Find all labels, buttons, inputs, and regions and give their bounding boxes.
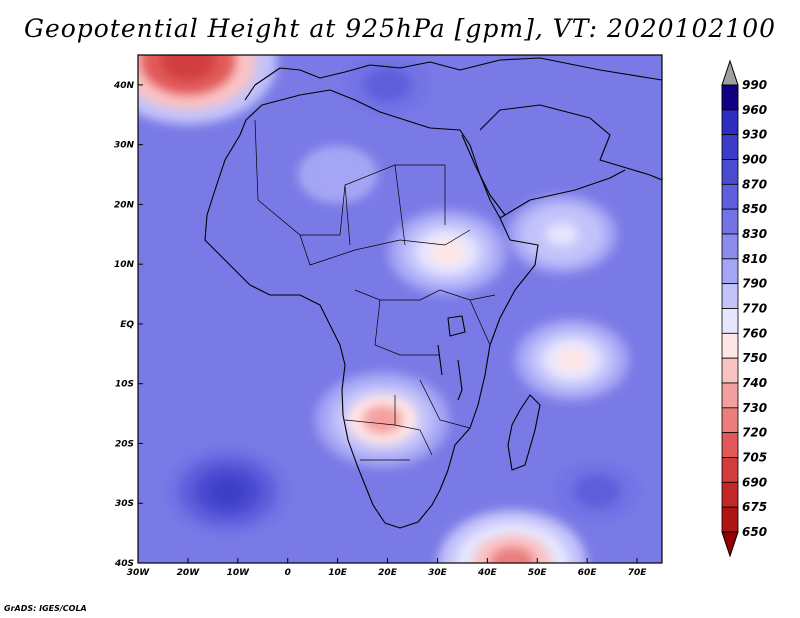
- colorbar-box: [721, 258, 739, 285]
- lat-tick-label: 10S: [115, 380, 134, 390]
- lat-tick-label: 40S: [114, 559, 134, 569]
- lon-tick-label: 70E: [628, 568, 648, 578]
- lat-tick-label: 20N: [114, 200, 135, 210]
- lon-tick-label: 50E: [528, 568, 548, 578]
- colorbar-label: 850: [742, 202, 767, 216]
- field-contour: [161, 55, 215, 81]
- field-contour: [374, 75, 401, 95]
- red-sea: [461, 134, 506, 216]
- colorbar-label: 750: [742, 351, 767, 365]
- colorbar-box: [721, 481, 739, 508]
- colorbar-box: [721, 432, 739, 458]
- field-contour: [583, 481, 611, 501]
- plot-frame: [137, 54, 663, 564]
- colorbar: 990 960 930 900 870 850 830 810 790 770 760 750 740 7…: [721, 59, 767, 558]
- lat-tick-label: 30S: [115, 499, 134, 509]
- lake-malawi: [457, 359, 463, 401]
- colorbar-label: 790: [742, 277, 767, 291]
- colorbar-label: 870: [742, 177, 767, 191]
- field-contour: [555, 347, 590, 373]
- lon-tick-label: 30W: [127, 568, 151, 578]
- colorbar-box: [721, 159, 739, 185]
- colorbar-box: [721, 308, 739, 334]
- colorbar-box: [721, 407, 739, 434]
- colorbar-label: 730: [742, 401, 767, 415]
- colorbar-label: 930: [742, 128, 767, 142]
- arabia: [479, 104, 662, 219]
- colorbar-box: [721, 134, 739, 160]
- africa-coastline: [204, 89, 539, 529]
- colorbar-box: [721, 382, 739, 409]
- lat-tick-label: EQ: [120, 320, 134, 330]
- coastlines: [204, 57, 662, 529]
- lon-tick-label: 20W: [177, 568, 201, 578]
- colorbar-label: 960: [742, 103, 767, 117]
- colorbar-label: 830: [742, 227, 767, 241]
- lon-tick-label: 20E: [378, 568, 398, 578]
- colorbar-label: 675: [742, 500, 767, 514]
- lat-tick-label: 20S: [115, 439, 134, 449]
- lat-tick-label: 10N: [114, 260, 135, 270]
- colorbar-label: 760: [742, 326, 767, 340]
- colorbar-box: [721, 208, 739, 235]
- lake-tanganyika: [437, 344, 443, 376]
- lon-tick-label: 10E: [328, 568, 348, 578]
- colorbar-label: 690: [742, 475, 767, 489]
- colorbar-label: 720: [742, 426, 767, 440]
- axis-ticks: 30W 20W 10W 0 10E 20E 30E 40E 50E 60E 70E 40N 30N 20N…: [113, 81, 647, 578]
- colorbar-label: 740: [742, 376, 767, 390]
- field-contour: [490, 547, 535, 563]
- border-lines: [254, 119, 496, 461]
- colorbar-label: 990: [742, 78, 767, 92]
- map-title: Geopotential Height at 925hPa [gpm], VT:…: [23, 14, 777, 43]
- lon-tick-label: 40E: [477, 568, 498, 578]
- europe-south: [244, 57, 662, 101]
- field-contour: [208, 477, 248, 506]
- colorbar-label: 705: [742, 451, 767, 465]
- borders: [254, 119, 496, 461]
- lon-tick-label: 10W: [227, 568, 251, 578]
- lon-tick-label: 60E: [578, 568, 598, 578]
- colorbar-box: [721, 283, 739, 309]
- colorbar-label: 650: [742, 525, 767, 539]
- field-contour: [545, 222, 579, 246]
- colorbar-box: [721, 84, 739, 111]
- field-contour: [429, 239, 466, 265]
- colorbar-box: [721, 183, 739, 210]
- lat-tick-label: 30N: [114, 141, 135, 151]
- field-contour: [325, 165, 350, 184]
- lat-tick-label: 40N: [113, 81, 135, 91]
- colorbar-box: [721, 357, 739, 384]
- colorbar-box: [721, 457, 739, 483]
- grads-credit: GrADS: IGES/COLA: [4, 604, 87, 613]
- colorbar-box: [721, 506, 739, 533]
- height-field: [138, 55, 642, 563]
- colorbar-label: 770: [742, 302, 767, 316]
- plot-area: [138, 55, 662, 563]
- lake-victoria: [447, 315, 466, 337]
- colorbar-label: 900: [742, 153, 767, 167]
- colorbar-label: 810: [742, 252, 767, 266]
- lon-tick-label: 0: [285, 568, 291, 578]
- colorbar-box: [721, 332, 739, 359]
- colorbar-box: [721, 109, 739, 136]
- colorbar-bottom-arrow: [721, 531, 739, 558]
- madagascar: [507, 394, 541, 471]
- field-contour: [362, 405, 403, 434]
- colorbar-top-arrow: [721, 59, 739, 86]
- colorbar-box: [721, 233, 739, 260]
- lon-tick-label: 30E: [428, 568, 448, 578]
